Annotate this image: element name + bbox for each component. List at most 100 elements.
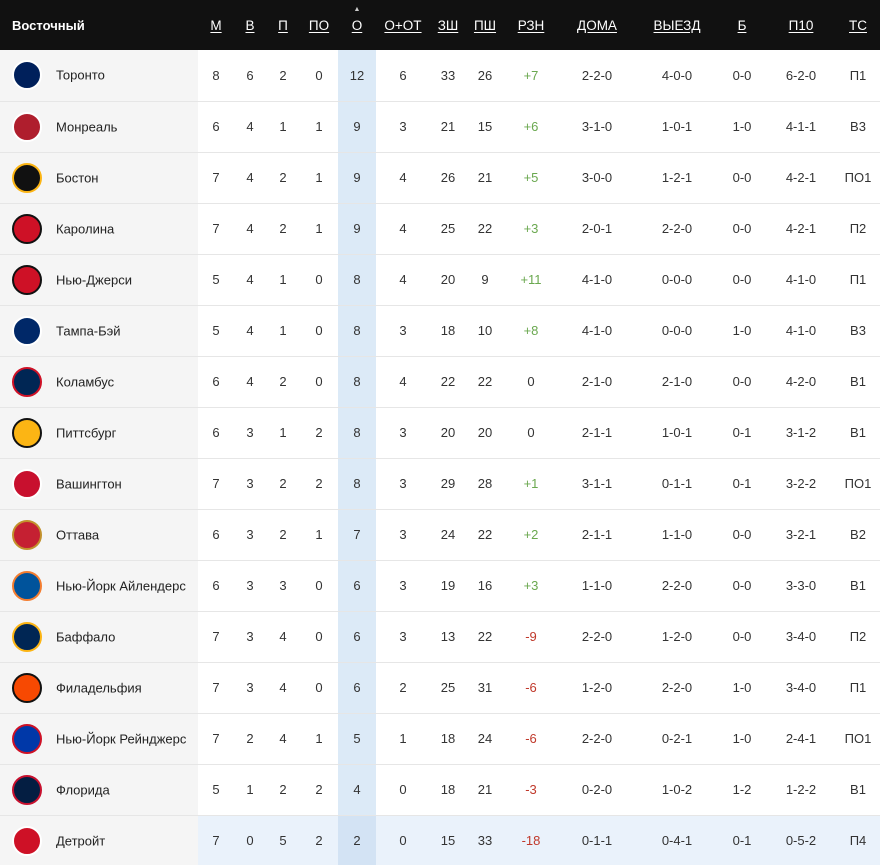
cell-points: 4: [338, 764, 376, 815]
team-cell[interactable]: Бостон: [0, 152, 198, 203]
team-cell[interactable]: Тампа-Бэй: [0, 305, 198, 356]
team-cell[interactable]: Вашингтон: [0, 458, 198, 509]
cell-streak: В1: [850, 578, 866, 593]
table-row[interactable]: Вашингтон 7 3 2 2 8 3 29 28 +1 3-1-1 0-1-1 0-1 3-2-2 П…: [0, 458, 880, 509]
team-name[interactable]: Оттава: [56, 527, 100, 542]
table-row[interactable]: Бостон 7 4 2 1 9 4 26 21 +5 3-0-0 1-2-1 0-0 4-2-1 ПО1: [0, 152, 880, 203]
cell-away: 4-0-0: [661, 67, 693, 83]
cell-goals-for: 20: [440, 425, 456, 440]
devils-logo-icon: [12, 264, 42, 295]
team-name[interactable]: Нью-Джерси: [56, 272, 132, 287]
cell-ot-losses: 1: [315, 119, 323, 134]
cell-streak: П1: [849, 272, 867, 287]
col-ot-losses[interactable]: ПО: [308, 17, 330, 33]
col-ot-wins[interactable]: О+ОТ: [384, 17, 422, 33]
team-cell[interactable]: Нью-Джерси: [0, 254, 198, 305]
table-row[interactable]: Филадельфия 7 3 4 0 6 2 25 31 -6 1-2-0 2-2-0 1-0 3-4-…: [0, 662, 880, 713]
cell-points: 5: [338, 713, 376, 764]
cell-wins: 4: [246, 221, 254, 236]
team-name[interactable]: Монреаль: [56, 119, 118, 134]
team-cell[interactable]: Флорида: [0, 764, 198, 815]
red-wings-logo-icon: [12, 825, 42, 856]
cell-ot-wins: 2: [399, 680, 407, 695]
cell-goals-against: 33: [466, 815, 504, 865]
cell-goals-for: 25: [440, 680, 456, 695]
team-name[interactable]: Нью-Йорк Айлендерс: [56, 578, 186, 593]
team-cell[interactable]: Нью-Йорк Рейнджерс: [0, 713, 198, 764]
table-row[interactable]: Оттава 6 3 2 1 7 3 24 22 +2 2-1-1 1-1-0 0-0 3-2-1 В2: [0, 509, 880, 560]
cell-wins: 3: [246, 425, 254, 440]
team-cell[interactable]: Баффало: [0, 611, 198, 662]
team-name[interactable]: Детройт: [56, 833, 106, 848]
cell-goals-for: 13: [440, 629, 456, 644]
team-name[interactable]: Каролина: [56, 221, 115, 236]
col-away[interactable]: ВЫЕЗД: [653, 17, 701, 33]
cell-away: 2-1-0: [661, 374, 693, 389]
cell-last10: 4-1-0: [785, 272, 817, 287]
team-cell[interactable]: Монреаль: [0, 101, 198, 152]
table-row[interactable]: Детройт 7 0 5 2 2 0 15 33 -18 0-1-1 0-4-1 0-1 0-5-2 П4: [0, 815, 880, 865]
cell-home: 2-1-1: [581, 527, 613, 542]
team-cell[interactable]: Каролина: [0, 203, 198, 254]
col-shootout[interactable]: Б: [737, 17, 747, 33]
table-row[interactable]: Нью-Джерси 5 4 1 0 8 4 20 9 +11 4-1-0 0-0-0 0-0 4-1-0…: [0, 254, 880, 305]
table-row[interactable]: Баффало 7 3 4 0 6 3 13 22 -9 2-2-0 1-2-0 0-0 3-4-0 П2: [0, 611, 880, 662]
table-row[interactable]: Питтсбург 6 3 1 2 8 3 20 20 0 2-1-1 1-0-1 0-1 3-1-2 В1: [0, 407, 880, 458]
cell-points: 6: [338, 560, 376, 611]
cell-diff: +6: [523, 119, 539, 134]
table-row[interactable]: Нью-Йорк Рейнджерс 7 2 4 1 5 1 18 24 -6 2-2-0 0-2-1…: [0, 713, 880, 764]
team-cell[interactable]: Филадельфия: [0, 662, 198, 713]
col-home[interactable]: ДОМА: [577, 17, 617, 33]
col-losses[interactable]: П: [278, 17, 288, 33]
table-row[interactable]: Нью-Йорк Айлендерс 6 3 3 0 6 3 19 16 +3 1-1-0 2-2-0…: [0, 560, 880, 611]
team-name[interactable]: Питтсбург: [56, 425, 117, 440]
col-wins[interactable]: В: [245, 17, 255, 33]
cell-diff: +2: [523, 527, 539, 542]
team-name[interactable]: Коламбус: [56, 374, 115, 389]
team-name[interactable]: Баффало: [56, 629, 116, 644]
cell-ot-losses: 0: [315, 272, 323, 287]
col-games[interactable]: М: [210, 17, 222, 33]
team-cell[interactable]: Детройт: [0, 815, 198, 865]
cell-ot-losses: 2: [315, 425, 323, 440]
team-cell[interactable]: Питтсбург: [0, 407, 198, 458]
cell-home: 2-2-0: [581, 67, 613, 83]
col-points[interactable]: ▲ О: [351, 6, 363, 33]
team-cell[interactable]: Оттава: [0, 509, 198, 560]
cell-away: 1-1-0: [661, 527, 693, 542]
team-name[interactable]: Флорида: [56, 782, 110, 797]
team-name[interactable]: Вашингтон: [56, 476, 122, 491]
col-last10[interactable]: П10: [788, 17, 814, 33]
table-row[interactable]: Каролина 7 4 2 1 9 4 25 22 +3 2-0-1 2-2-0 0-0 4-2-1 П2: [0, 203, 880, 254]
cell-streak: В3: [850, 323, 866, 338]
team-name[interactable]: Нью-Йорк Рейнджерс: [56, 731, 187, 746]
cell-ot-losses: 0: [315, 629, 323, 644]
table-row[interactable]: Флорида 5 1 2 2 4 0 18 21 -3 0-2-0 1-0-2 1-2 1-2-2 В1: [0, 764, 880, 815]
cell-shootout: 0-1: [732, 476, 752, 491]
table-row[interactable]: Торонто 8 6 2 0 12 6 33 26 +7 2-2-0 4-0-0 0-0 6-2-0 П1: [0, 50, 880, 101]
table-row[interactable]: Тампа-Бэй 5 4 1 0 8 3 18 10 +8 4-1-0 0-0-0 1-0 4-1-0 В…: [0, 305, 880, 356]
cell-streak: В1: [850, 374, 866, 389]
table-row[interactable]: Монреаль 6 4 1 1 9 3 21 15 +6 3-1-0 1-0-1 1-0 4-1-1 В3: [0, 101, 880, 152]
cell-points: 6: [338, 611, 376, 662]
team-cell[interactable]: Нью-Йорк Айлендерс: [0, 560, 198, 611]
col-goals-for[interactable]: ЗШ: [437, 17, 459, 33]
team-name[interactable]: Филадельфия: [56, 680, 142, 695]
team-name[interactable]: Торонто: [56, 67, 105, 83]
table-row[interactable]: Коламбус 6 4 2 0 8 4 22 22 0 2-1-0 2-1-0 0-0 4-2-0 В1: [0, 356, 880, 407]
cell-wins: 3: [246, 680, 254, 695]
cell-wins: 4: [246, 272, 254, 287]
team-cell[interactable]: Коламбус: [0, 356, 198, 407]
cell-shootout: 0-0: [732, 170, 752, 185]
cell-goals-for: 21: [440, 119, 456, 134]
cell-streak: П2: [849, 629, 867, 644]
col-streak[interactable]: ТС: [849, 17, 867, 33]
col-goals-against[interactable]: ПШ: [473, 17, 497, 33]
team-name[interactable]: Бостон: [56, 170, 99, 185]
rangers-logo-icon: [12, 723, 42, 754]
col-diff[interactable]: РЗН: [517, 17, 545, 33]
team-name[interactable]: Тампа-Бэй: [56, 323, 121, 338]
team-cell[interactable]: Торонто: [0, 50, 198, 101]
cell-away: 1-0-2: [661, 782, 693, 797]
senators-logo-icon: [12, 519, 42, 550]
